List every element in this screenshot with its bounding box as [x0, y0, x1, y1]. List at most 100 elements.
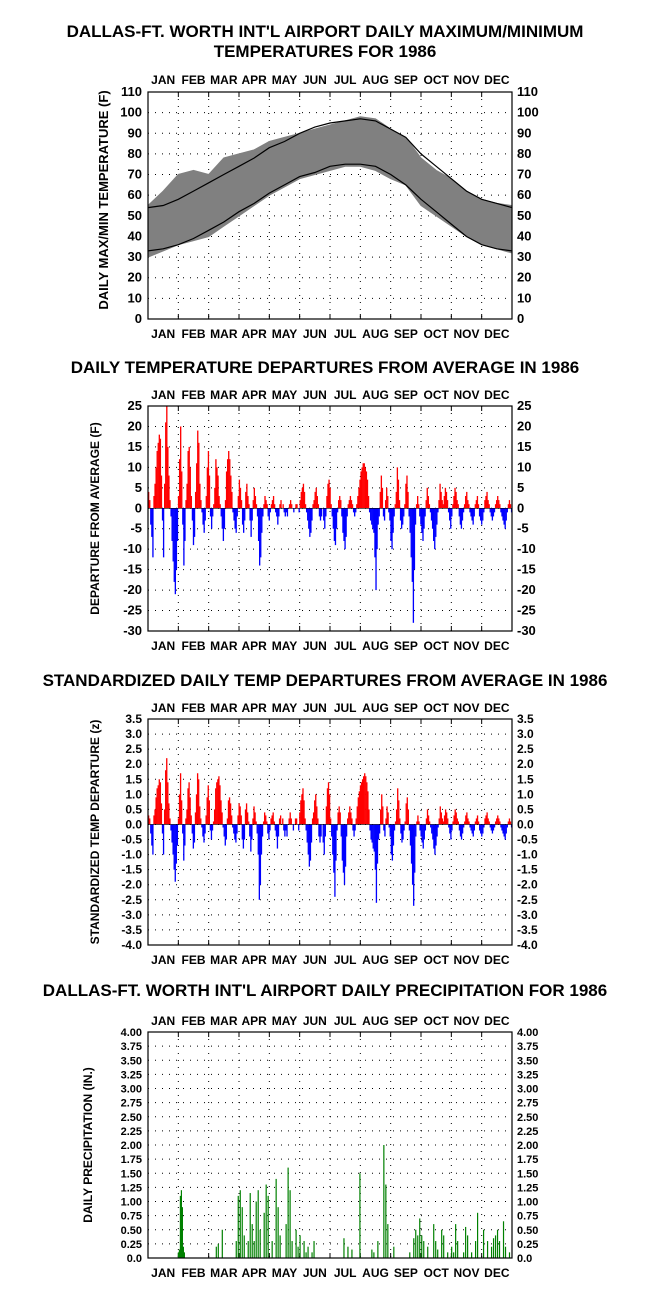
departure-bar-positive [415, 504, 418, 509]
departure-bar-positive [453, 815, 455, 825]
month-label-bottom: JUN [303, 953, 327, 967]
departure-bar-positive [158, 779, 160, 825]
departure-bar-positive [180, 426, 182, 509]
departure-bar-positive [427, 496, 429, 509]
departure-bar-positive [498, 500, 500, 509]
y-tick-label-right: 3.25 [517, 1069, 538, 1081]
departure-bar-positive [304, 504, 307, 509]
month-label-top: NOV [453, 701, 479, 715]
departure-bar-positive [488, 821, 490, 825]
departure-bar-negative [450, 824, 452, 840]
departure-bar-positive [177, 496, 180, 509]
departure-bar-positive [214, 487, 216, 509]
departure-bar-positive [198, 779, 200, 825]
departure-bar-negative [374, 508, 376, 558]
departure-bar-negative [332, 508, 334, 529]
departure-bar-negative [461, 508, 464, 521]
departure-bar-positive [219, 504, 221, 509]
departure-bar-positive [315, 794, 317, 825]
departure-bar-positive [177, 818, 180, 825]
departure-bar-negative [490, 508, 492, 517]
departure-bar-positive [301, 794, 303, 825]
month-label-bottom: SEP [394, 953, 418, 967]
month-label-top: JAN [151, 388, 175, 402]
departure-bar-negative [353, 824, 355, 837]
departure-bar-negative [323, 508, 325, 521]
departure-bar-positive [157, 442, 159, 509]
departure-bar-negative [492, 508, 495, 517]
departure-bar-negative [462, 508, 465, 513]
y-tick-label-left: 1.5 [125, 772, 142, 786]
departure-bar-positive [443, 496, 445, 509]
departure-bar-positive [264, 812, 266, 825]
departure-bar-positive [299, 500, 301, 509]
y-tick-label-right: 20 [517, 270, 531, 285]
departure-bar-positive [488, 504, 490, 509]
plot-border [147, 718, 513, 946]
departure-bar-negative [504, 508, 506, 529]
departure-bar-positive [279, 815, 282, 825]
departure-bar-negative [424, 824, 427, 831]
y-tick-label-left: 2.50 [121, 1112, 142, 1124]
departure-bar-positive [428, 821, 431, 825]
departure-bar-positive [455, 812, 457, 825]
departure-bar-negative [388, 824, 390, 828]
departure-bar-negative [430, 508, 433, 521]
y-tick-label-left: 3.0 [125, 727, 142, 741]
departure-bar-negative [390, 508, 392, 541]
departure-bar-negative [371, 508, 373, 525]
y-tick-label-left: -30 [123, 623, 142, 638]
departure-bar-negative [393, 824, 396, 831]
departure-bar-negative [451, 824, 453, 831]
departure-bar-negative [402, 508, 404, 525]
departure-bar-positive [231, 491, 233, 509]
departure-bar-negative [162, 508, 165, 558]
departure-bar-negative [469, 508, 471, 513]
departure-bar-negative [503, 508, 505, 525]
departure-bar-positive [199, 806, 201, 825]
y-tick-label-left: 3.50 [121, 1055, 142, 1067]
departure-bar-positive [340, 500, 342, 509]
departure-bar-positive [406, 797, 408, 825]
departure-bar-positive [263, 504, 265, 509]
y-tick-label-right: 20 [517, 418, 531, 433]
departure-bar-positive [360, 782, 363, 825]
month-label-top: JUN [303, 701, 327, 715]
departure-bar-negative [256, 508, 259, 517]
departure-bar-positive [349, 496, 352, 509]
departure-bar-positive [314, 800, 316, 825]
y-tick-label-left: 0.5 [125, 802, 142, 816]
departure-bar-negative [421, 824, 423, 843]
y-tick-label-left: 0.0 [127, 1253, 142, 1265]
departure-bar-negative [210, 508, 213, 529]
departure-bar-positive [358, 791, 361, 825]
departure-bar-negative [221, 508, 223, 529]
month-label-bottom: JUN [303, 327, 327, 341]
y-tick-label-right: 2.25 [517, 1126, 538, 1138]
departure-bar-negative [377, 508, 379, 525]
departure-bar-negative [470, 824, 472, 831]
departure-bar-negative [376, 824, 379, 864]
departure-bar-positive [404, 821, 406, 825]
departure-bar-negative [236, 508, 238, 517]
departure-bar-negative [267, 824, 269, 834]
departure-bar-positive [466, 491, 468, 509]
departure-bar-negative [375, 824, 378, 903]
departure-bar-positive [457, 504, 459, 509]
departure-bar-positive [185, 500, 187, 509]
departure-bar-positive [159, 782, 162, 825]
departure-bar-negative [150, 824, 152, 834]
departure-bar-negative [183, 824, 185, 861]
departure-bar-positive [196, 773, 199, 825]
departure-bar-negative [342, 508, 344, 533]
month-label-top: DEC [484, 73, 510, 87]
y-axis-label: DEPARTURE FROM AVERAGE (F) [88, 422, 102, 614]
departure-bar-negative [318, 824, 320, 837]
departure-bar-positive [446, 500, 449, 509]
y-tick-label-right: 50 [517, 208, 531, 223]
departure-bar-negative [469, 824, 471, 828]
departure-bar-negative [345, 824, 348, 837]
departure-bar-negative [435, 824, 437, 846]
departure-bar-positive [387, 496, 389, 509]
month-label-top: FEB [182, 1014, 206, 1028]
